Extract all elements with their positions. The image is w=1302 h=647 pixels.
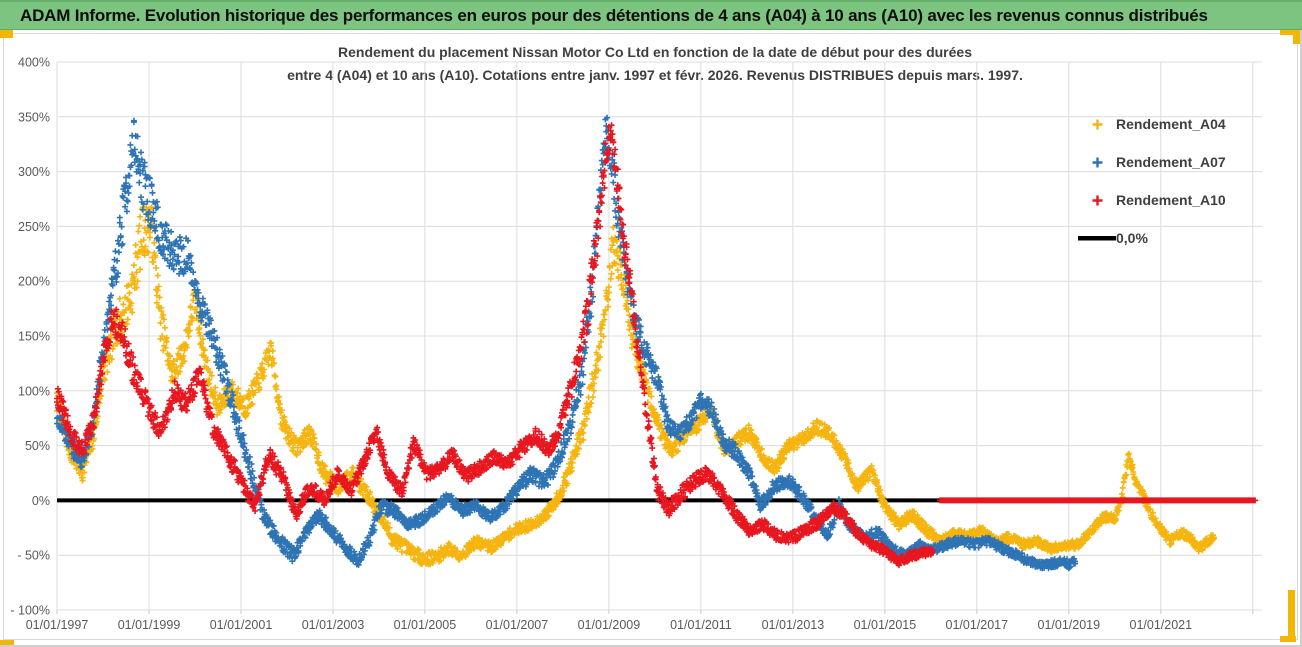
x-tick-label: 01/01/2013 [762, 618, 825, 632]
legend-label: 0,0% [1116, 230, 1148, 246]
chart-title-line1: Rendement du placement Nissan Motor Co L… [338, 44, 972, 60]
legend-item-rendement-a07: Rendement_A07 [1078, 150, 1293, 174]
x-tick-label: 01/01/2017 [946, 618, 1009, 632]
x-tick-label: 01/01/2021 [1130, 618, 1193, 632]
x-tick-label: 01/01/2011 [670, 618, 732, 632]
x-tick-label: 01/01/2001 [210, 618, 273, 632]
y-tick-label: 350% [18, 110, 50, 124]
frame-edge-right [1300, 30, 1302, 647]
frame-edge-bottom [0, 645, 1302, 647]
x-tick-label: 01/01/1999 [118, 618, 181, 632]
y-tick-label: 150% [18, 330, 50, 344]
gold-accent-top-right [1293, 30, 1302, 44]
report-header-bar: ADAM Informe. Evolution historique des p… [0, 0, 1302, 30]
x-tick-label: 01/01/2015 [854, 618, 917, 632]
legend-item-rendement-a04: Rendement_A04 [1078, 112, 1293, 136]
chart-title-line2: entre 4 (A04) et 10 ans (A10). Cotations… [287, 67, 1023, 83]
axis-labels: 400% 350% 300% 250% 200% 150% 100% 50% 0% - 50% - … [10, 56, 1192, 633]
y-tick-label: 200% [18, 275, 50, 289]
gold-accent-bottom-left [0, 640, 14, 647]
gold-accent-right-bar [1288, 590, 1295, 642]
legend-item-zero-line: 0,0% [1078, 226, 1293, 250]
plus-marker-icon [1078, 118, 1116, 131]
x-tick-label: 01/01/2019 [1038, 618, 1101, 632]
legend-item-rendement-a10: Rendement_A10 [1078, 188, 1293, 212]
legend-label: Rendement_A04 [1116, 116, 1226, 132]
x-tick-label: 01/01/1997 [26, 618, 89, 632]
report-title: ADAM Informe. Evolution historique des p… [20, 5, 1208, 25]
y-tick-label: 300% [18, 165, 50, 179]
y-tick-label: 400% [18, 56, 50, 70]
chart-legend: Rendement_A04 Rendement_A07 Rendement_A1… [1078, 112, 1293, 264]
legend-label: Rendement_A10 [1116, 192, 1226, 208]
x-tick-label: 01/01/2009 [578, 618, 641, 632]
y-tick-label: - 100% [10, 604, 50, 618]
x-tick-label: 01/01/2005 [394, 618, 457, 632]
gold-accent-bottom-right [1280, 636, 1296, 642]
x-tick-label: 01/01/2007 [486, 618, 549, 632]
legend-label: Rendement_A07 [1116, 154, 1226, 170]
y-tick-label: 0% [32, 494, 50, 508]
zero-line-icon [1078, 234, 1116, 242]
gold-accent-top-right-arm [1280, 30, 1302, 35]
y-tick-label: 250% [18, 220, 50, 234]
series-points-rendement_a07 [54, 114, 1078, 572]
x-tick-label: 01/01/2003 [302, 618, 365, 632]
plus-marker-icon [1078, 156, 1116, 169]
series-points-rendement_a10 [54, 122, 1259, 569]
y-tick-label: 100% [18, 384, 50, 398]
plus-marker-icon [1078, 194, 1116, 207]
gold-accent-top-left [0, 30, 13, 38]
y-tick-label: - 50% [17, 549, 50, 563]
y-tick-label: 50% [25, 439, 50, 453]
